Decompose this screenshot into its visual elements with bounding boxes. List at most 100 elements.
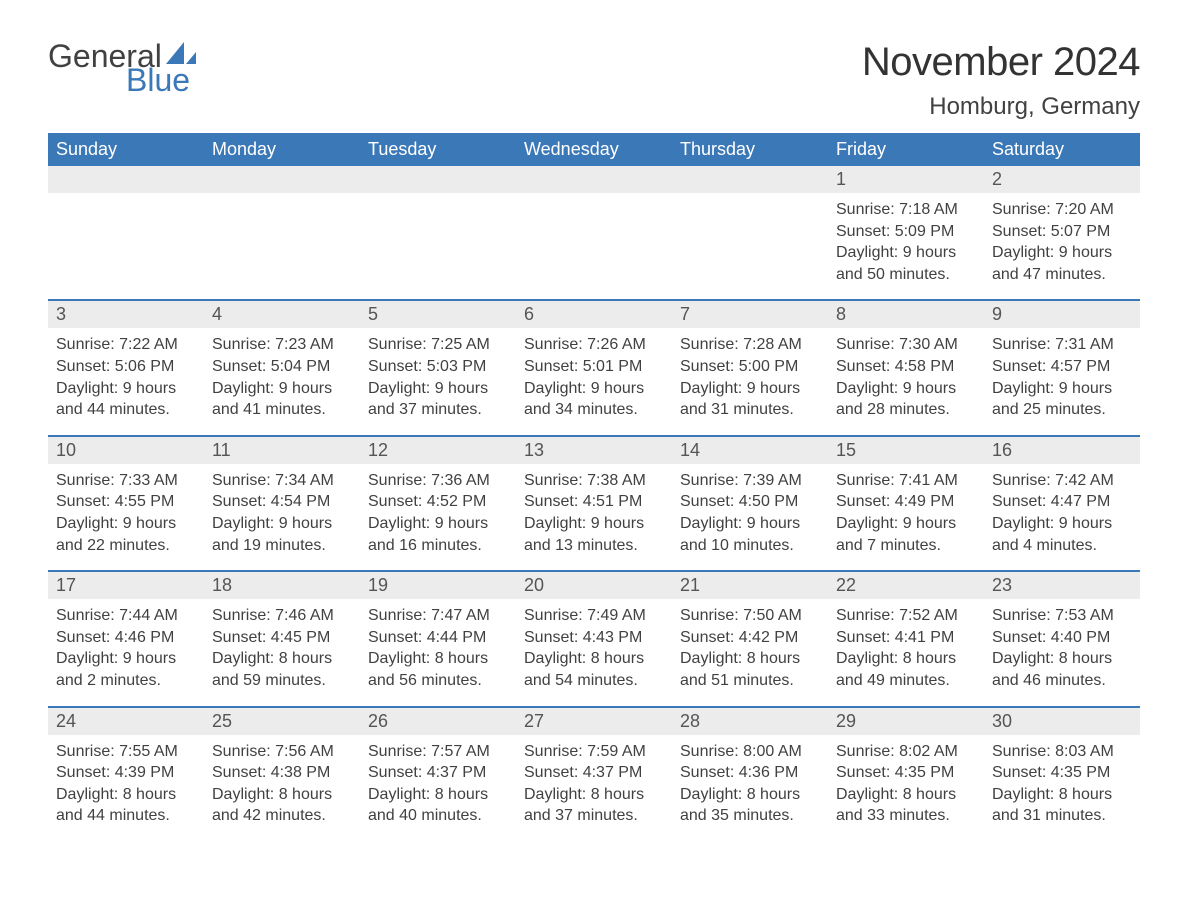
day-number: 6 bbox=[516, 301, 672, 328]
daylight-line-1: Daylight: 8 hours bbox=[680, 648, 820, 670]
calendar-cell: 11Sunrise: 7:34 AMSunset: 4:54 PMDayligh… bbox=[204, 437, 360, 570]
calendar-cell: 16Sunrise: 7:42 AMSunset: 4:47 PMDayligh… bbox=[984, 437, 1140, 570]
sunrise-line: Sunrise: 7:47 AM bbox=[368, 605, 508, 627]
day-details: Sunrise: 7:55 AMSunset: 4:39 PMDaylight:… bbox=[48, 735, 204, 827]
day-number: . bbox=[48, 166, 204, 193]
sunrise-line: Sunrise: 7:34 AM bbox=[212, 470, 352, 492]
day-details: Sunrise: 7:59 AMSunset: 4:37 PMDaylight:… bbox=[516, 735, 672, 827]
day-details: Sunrise: 7:52 AMSunset: 4:41 PMDaylight:… bbox=[828, 599, 984, 691]
sunrise-line: Sunrise: 7:53 AM bbox=[992, 605, 1132, 627]
calendar-cell: 3Sunrise: 7:22 AMSunset: 5:06 PMDaylight… bbox=[48, 301, 204, 434]
sunrise-line: Sunrise: 7:20 AM bbox=[992, 199, 1132, 221]
day-number: 28 bbox=[672, 708, 828, 735]
sunset-line: Sunset: 4:49 PM bbox=[836, 491, 976, 513]
daylight-line-2: and 40 minutes. bbox=[368, 805, 508, 827]
sunrise-line: Sunrise: 7:39 AM bbox=[680, 470, 820, 492]
day-number: 12 bbox=[360, 437, 516, 464]
day-details: Sunrise: 7:46 AMSunset: 4:45 PMDaylight:… bbox=[204, 599, 360, 691]
day-details: Sunrise: 7:36 AMSunset: 4:52 PMDaylight:… bbox=[360, 464, 516, 556]
daylight-line-1: Daylight: 9 hours bbox=[680, 378, 820, 400]
daylight-line-1: Daylight: 9 hours bbox=[992, 378, 1132, 400]
calendar-cell: 13Sunrise: 7:38 AMSunset: 4:51 PMDayligh… bbox=[516, 437, 672, 570]
calendar-cell: 1Sunrise: 7:18 AMSunset: 5:09 PMDaylight… bbox=[828, 166, 984, 299]
daylight-line-2: and 31 minutes. bbox=[992, 805, 1132, 827]
calendar-cell: 8Sunrise: 7:30 AMSunset: 4:58 PMDaylight… bbox=[828, 301, 984, 434]
sunset-line: Sunset: 4:42 PM bbox=[680, 627, 820, 649]
daylight-line-1: Daylight: 8 hours bbox=[992, 784, 1132, 806]
sunset-line: Sunset: 5:04 PM bbox=[212, 356, 352, 378]
sunrise-line: Sunrise: 7:22 AM bbox=[56, 334, 196, 356]
day-details: Sunrise: 7:22 AMSunset: 5:06 PMDaylight:… bbox=[48, 328, 204, 420]
daylight-line-1: Daylight: 8 hours bbox=[212, 784, 352, 806]
day-details: Sunrise: 7:53 AMSunset: 4:40 PMDaylight:… bbox=[984, 599, 1140, 691]
sunset-line: Sunset: 4:51 PM bbox=[524, 491, 664, 513]
daylight-line-2: and 47 minutes. bbox=[992, 264, 1132, 286]
day-number: 7 bbox=[672, 301, 828, 328]
sunrise-line: Sunrise: 7:23 AM bbox=[212, 334, 352, 356]
day-details: Sunrise: 7:39 AMSunset: 4:50 PMDaylight:… bbox=[672, 464, 828, 556]
daylight-line-2: and 46 minutes. bbox=[992, 670, 1132, 692]
sunset-line: Sunset: 4:38 PM bbox=[212, 762, 352, 784]
sunset-line: Sunset: 4:43 PM bbox=[524, 627, 664, 649]
day-details: Sunrise: 7:18 AMSunset: 5:09 PMDaylight:… bbox=[828, 193, 984, 285]
day-number: 30 bbox=[984, 708, 1140, 735]
calendar-cell: 4Sunrise: 7:23 AMSunset: 5:04 PMDaylight… bbox=[204, 301, 360, 434]
calendar-week: 10Sunrise: 7:33 AMSunset: 4:55 PMDayligh… bbox=[48, 435, 1140, 570]
calendar-cell: 25Sunrise: 7:56 AMSunset: 4:38 PMDayligh… bbox=[204, 708, 360, 841]
sunrise-line: Sunrise: 7:25 AM bbox=[368, 334, 508, 356]
sunrise-line: Sunrise: 7:36 AM bbox=[368, 470, 508, 492]
sunrise-line: Sunrise: 8:03 AM bbox=[992, 741, 1132, 763]
sunset-line: Sunset: 4:50 PM bbox=[680, 491, 820, 513]
day-number: 26 bbox=[360, 708, 516, 735]
daylight-line-2: and 10 minutes. bbox=[680, 535, 820, 557]
sunset-line: Sunset: 4:40 PM bbox=[992, 627, 1132, 649]
day-number: 19 bbox=[360, 572, 516, 599]
calendar-cell: 26Sunrise: 7:57 AMSunset: 4:37 PMDayligh… bbox=[360, 708, 516, 841]
day-details: Sunrise: 7:44 AMSunset: 4:46 PMDaylight:… bbox=[48, 599, 204, 691]
calendar-cell: 14Sunrise: 7:39 AMSunset: 4:50 PMDayligh… bbox=[672, 437, 828, 570]
sunrise-line: Sunrise: 7:44 AM bbox=[56, 605, 196, 627]
daylight-line-1: Daylight: 8 hours bbox=[368, 784, 508, 806]
calendar-cell: 21Sunrise: 7:50 AMSunset: 4:42 PMDayligh… bbox=[672, 572, 828, 705]
day-number: . bbox=[204, 166, 360, 193]
calendar-cell: 30Sunrise: 8:03 AMSunset: 4:35 PMDayligh… bbox=[984, 708, 1140, 841]
sunset-line: Sunset: 4:54 PM bbox=[212, 491, 352, 513]
sunrise-line: Sunrise: 7:18 AM bbox=[836, 199, 976, 221]
calendar-cell: 9Sunrise: 7:31 AMSunset: 4:57 PMDaylight… bbox=[984, 301, 1140, 434]
calendar-header-cell: Saturday bbox=[984, 133, 1140, 166]
calendar-cell: 15Sunrise: 7:41 AMSunset: 4:49 PMDayligh… bbox=[828, 437, 984, 570]
calendar-week: 17Sunrise: 7:44 AMSunset: 4:46 PMDayligh… bbox=[48, 570, 1140, 705]
sunrise-line: Sunrise: 7:59 AM bbox=[524, 741, 664, 763]
calendar-header-cell: Sunday bbox=[48, 133, 204, 166]
calendar-cell: 29Sunrise: 8:02 AMSunset: 4:35 PMDayligh… bbox=[828, 708, 984, 841]
day-number: 29 bbox=[828, 708, 984, 735]
day-number: 1 bbox=[828, 166, 984, 193]
sunset-line: Sunset: 4:47 PM bbox=[992, 491, 1132, 513]
sunset-line: Sunset: 4:45 PM bbox=[212, 627, 352, 649]
sunrise-line: Sunrise: 7:55 AM bbox=[56, 741, 196, 763]
location-label: Homburg, Germany bbox=[862, 93, 1140, 121]
daylight-line-1: Daylight: 9 hours bbox=[212, 513, 352, 535]
calendar-cell: 20Sunrise: 7:49 AMSunset: 4:43 PMDayligh… bbox=[516, 572, 672, 705]
daylight-line-1: Daylight: 9 hours bbox=[992, 513, 1132, 535]
sunrise-line: Sunrise: 7:57 AM bbox=[368, 741, 508, 763]
calendar-cell: . bbox=[48, 166, 204, 299]
calendar-cell: 7Sunrise: 7:28 AMSunset: 5:00 PMDaylight… bbox=[672, 301, 828, 434]
calendar: SundayMondayTuesdayWednesdayThursdayFrid… bbox=[48, 133, 1140, 841]
day-details: Sunrise: 8:02 AMSunset: 4:35 PMDaylight:… bbox=[828, 735, 984, 827]
day-details: Sunrise: 7:50 AMSunset: 4:42 PMDaylight:… bbox=[672, 599, 828, 691]
calendar-cell: 23Sunrise: 7:53 AMSunset: 4:40 PMDayligh… bbox=[984, 572, 1140, 705]
day-number: 9 bbox=[984, 301, 1140, 328]
day-details: Sunrise: 7:31 AMSunset: 4:57 PMDaylight:… bbox=[984, 328, 1140, 420]
day-number: 8 bbox=[828, 301, 984, 328]
calendar-week: 3Sunrise: 7:22 AMSunset: 5:06 PMDaylight… bbox=[48, 299, 1140, 434]
calendar-cell: 28Sunrise: 8:00 AMSunset: 4:36 PMDayligh… bbox=[672, 708, 828, 841]
sunrise-line: Sunrise: 7:30 AM bbox=[836, 334, 976, 356]
daylight-line-2: and 7 minutes. bbox=[836, 535, 976, 557]
day-details: Sunrise: 7:33 AMSunset: 4:55 PMDaylight:… bbox=[48, 464, 204, 556]
calendar-cell: 19Sunrise: 7:47 AMSunset: 4:44 PMDayligh… bbox=[360, 572, 516, 705]
sunrise-line: Sunrise: 7:56 AM bbox=[212, 741, 352, 763]
day-number: 20 bbox=[516, 572, 672, 599]
daylight-line-2: and 49 minutes. bbox=[836, 670, 976, 692]
day-number: 2 bbox=[984, 166, 1140, 193]
